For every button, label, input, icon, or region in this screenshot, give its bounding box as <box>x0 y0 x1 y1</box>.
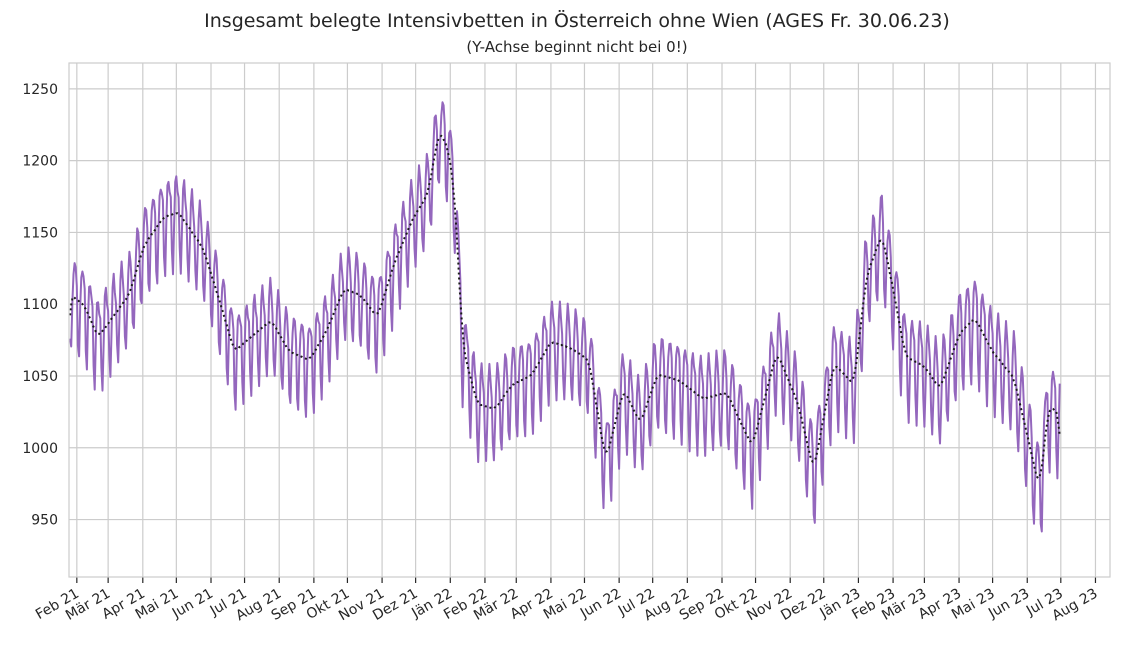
chart-title: Insgesamt belegte Intensivbetten in Öste… <box>204 10 950 32</box>
axis-ticks <box>76 577 1097 583</box>
y-tick-label: 1000 <box>22 441 58 457</box>
grid-lines <box>69 63 1110 577</box>
y-tick-label: 950 <box>31 513 58 529</box>
plot-frame <box>68 62 1111 578</box>
y-tick-label: 1250 <box>22 82 58 98</box>
chart-subtitle: (Y-Achse beginnt nicht bei 0!) <box>466 38 688 56</box>
y-tick-label: 1200 <box>22 154 58 170</box>
y-tick-label: 1100 <box>22 297 58 313</box>
y-tick-label: 1050 <box>22 369 58 385</box>
series-line-average <box>69 134 1061 480</box>
series-line-daily <box>69 101 1061 533</box>
y-tick-label: 1150 <box>22 225 58 241</box>
series-layer <box>69 101 1061 533</box>
